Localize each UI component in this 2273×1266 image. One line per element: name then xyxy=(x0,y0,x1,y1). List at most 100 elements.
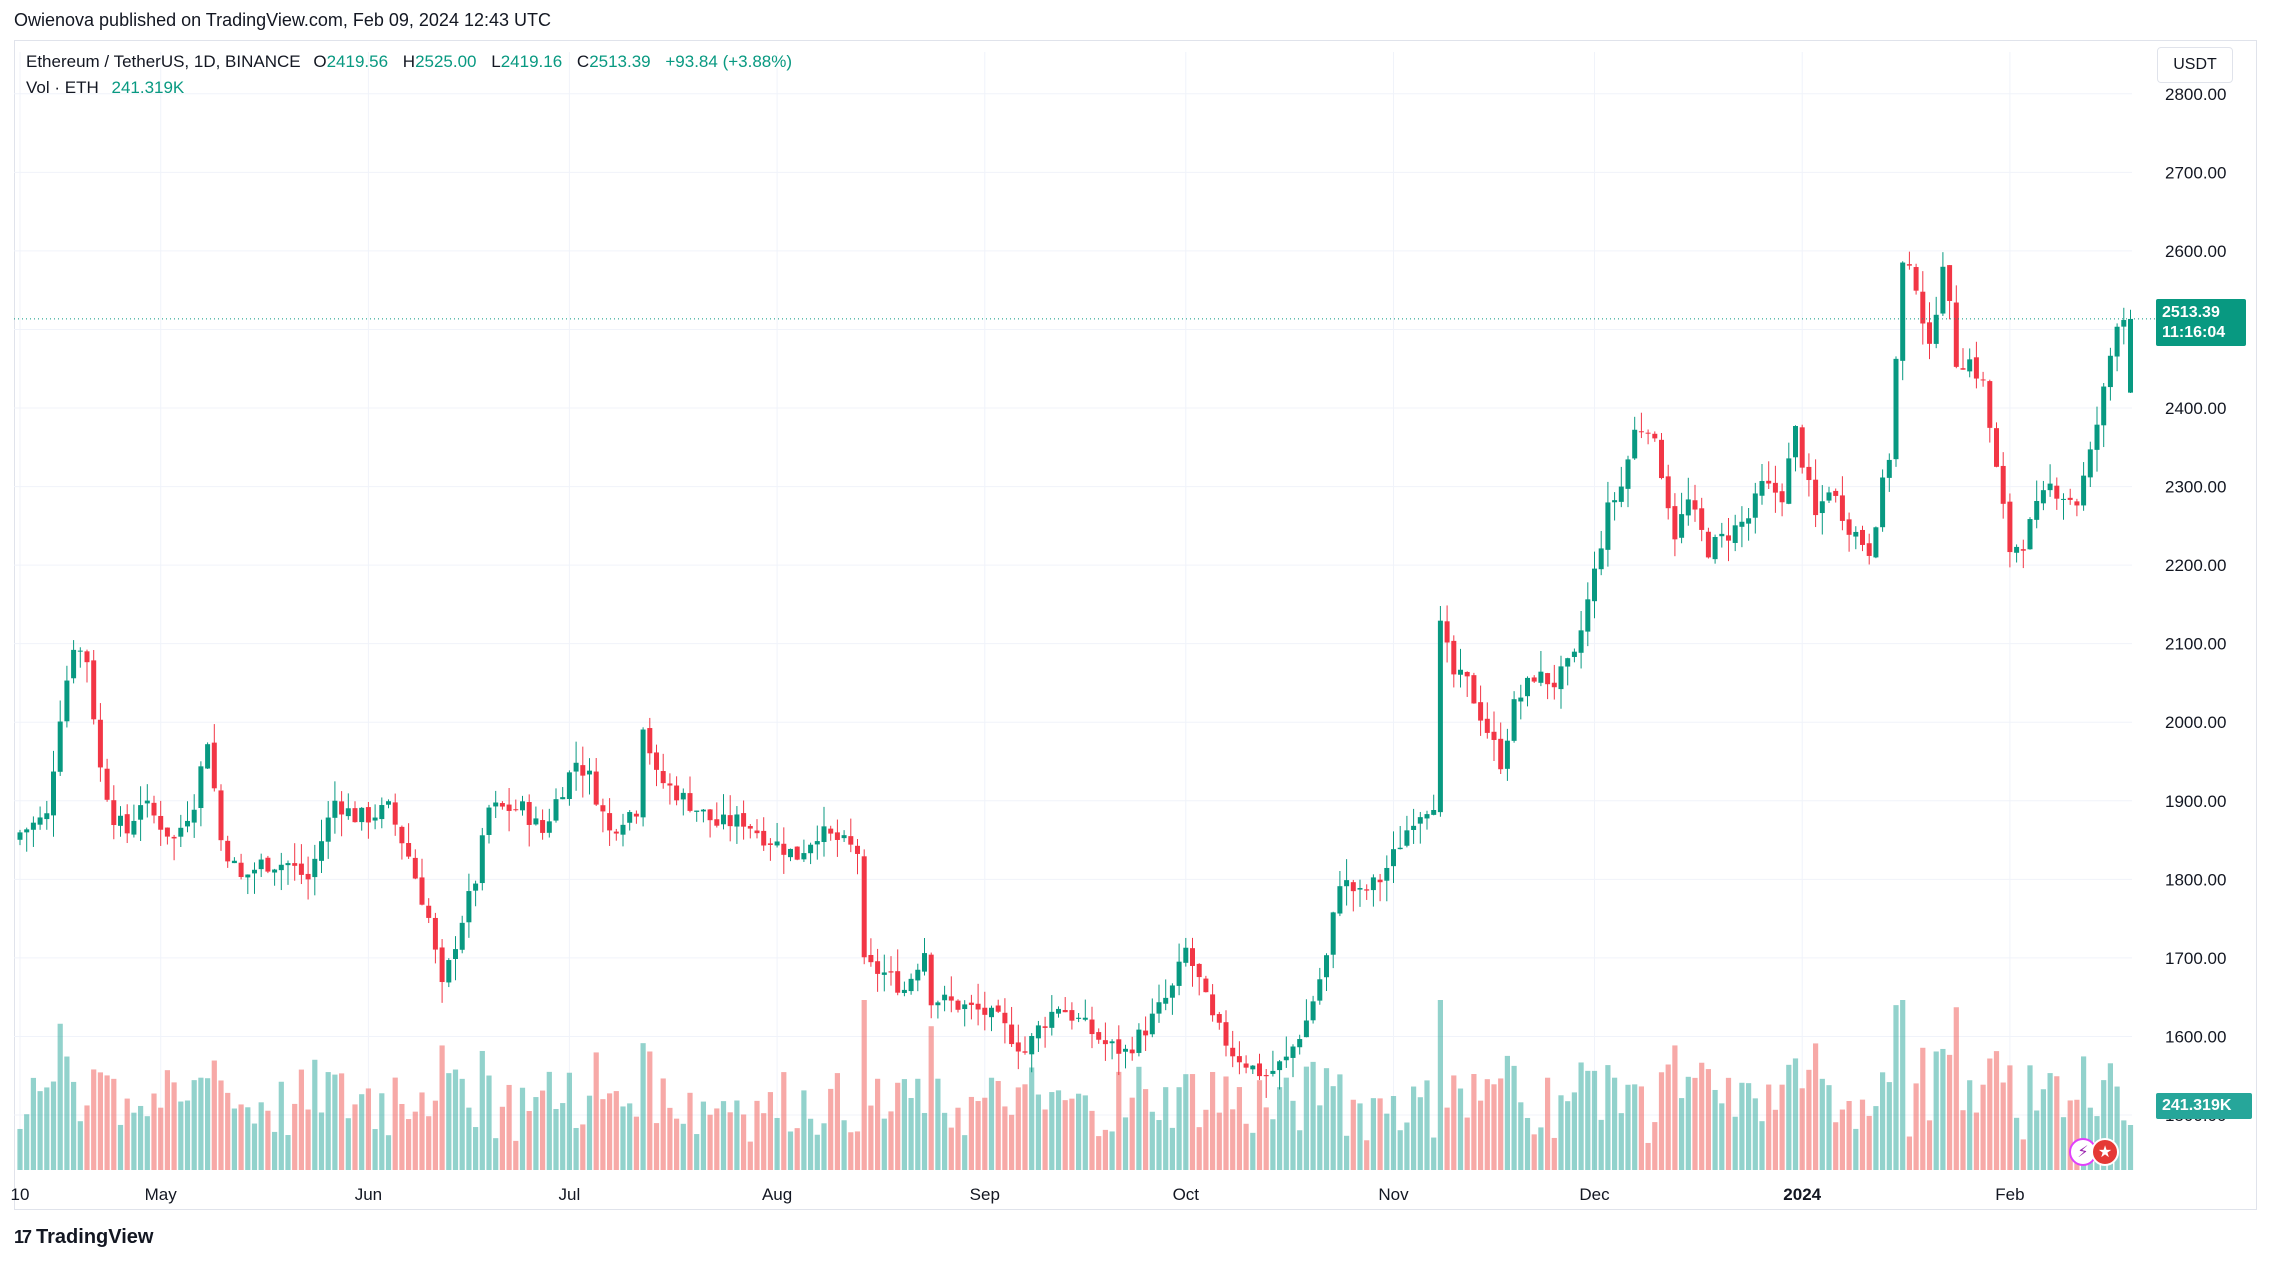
volume-bar xyxy=(412,1111,418,1170)
candle-body xyxy=(1779,491,1785,503)
volume-bar xyxy=(218,1080,224,1170)
volume-bar xyxy=(653,1123,660,1170)
volume-bar xyxy=(1658,1072,1665,1170)
volume-bar xyxy=(1826,1085,1832,1170)
candle-body xyxy=(922,953,927,972)
candle-body xyxy=(1665,476,1671,509)
candle-body xyxy=(1491,731,1497,740)
candle-body xyxy=(138,805,144,820)
candle-body xyxy=(513,809,519,811)
candle-body xyxy=(238,862,244,878)
candle-body xyxy=(1947,265,1953,301)
volume-bar xyxy=(1055,1090,1062,1170)
candle-body xyxy=(1746,518,1752,524)
candle-body xyxy=(895,971,901,993)
volume-bar xyxy=(888,1111,894,1170)
low-label: L xyxy=(491,52,501,71)
volume-bar xyxy=(1813,1043,1819,1170)
volume-bar xyxy=(2040,1089,2046,1170)
candle-body xyxy=(2128,318,2133,393)
candle-body xyxy=(533,818,539,825)
currency-button[interactable]: USDT xyxy=(2157,47,2233,83)
volume-bar xyxy=(312,1059,318,1170)
volume-bar xyxy=(1578,1062,1584,1170)
candle-body xyxy=(493,802,499,807)
volume-bar xyxy=(1283,1077,1289,1170)
volume-bar xyxy=(479,1050,485,1170)
candle-body xyxy=(432,917,438,950)
candle-body xyxy=(1893,358,1899,460)
volume-label[interactable]: Vol · ETH xyxy=(26,78,99,97)
volume-bar xyxy=(1638,1086,1644,1170)
volume-bar xyxy=(1618,1113,1624,1170)
volume-bar xyxy=(1478,1100,1484,1170)
x-tick-label: 10 xyxy=(11,1185,30,1204)
volume-bar xyxy=(2034,1110,2040,1170)
volume-bar xyxy=(1009,1114,1015,1170)
candle-body xyxy=(211,742,217,789)
candle-body xyxy=(1592,568,1597,602)
candle-body xyxy=(1786,458,1792,504)
candle-body xyxy=(466,891,472,923)
volume-bar xyxy=(151,1093,157,1170)
candle-body xyxy=(1310,1001,1316,1021)
volume-bar xyxy=(1980,1084,1986,1170)
us-flag-icon[interactable]: ★ xyxy=(2091,1138,2119,1166)
volume-bar xyxy=(278,1081,284,1170)
tradingview-logo[interactable]: 17 TradingView xyxy=(14,1226,153,1249)
candle-body xyxy=(185,820,190,827)
x-tick-label: Jun xyxy=(355,1185,382,1204)
volume-bar xyxy=(747,1141,753,1170)
volume-bar xyxy=(2127,1125,2134,1170)
candle-body xyxy=(37,817,43,825)
candle-body xyxy=(1699,508,1705,530)
volume-bar xyxy=(915,1078,921,1170)
candle-body xyxy=(587,770,592,775)
volume-bar xyxy=(305,1109,311,1170)
volume-bar xyxy=(1256,1080,1263,1170)
candle-body xyxy=(2101,386,2107,426)
candle-body xyxy=(721,814,726,825)
candle-body xyxy=(680,792,686,800)
volume-bar xyxy=(1176,1087,1182,1170)
candle-body xyxy=(1330,912,1336,955)
candle-body xyxy=(1860,529,1865,545)
candle-body xyxy=(2007,501,2013,553)
volume-bar xyxy=(1779,1084,1785,1170)
volume-bar xyxy=(1645,1142,1651,1170)
volume-bar xyxy=(1303,1066,1309,1170)
volume-bar xyxy=(71,1081,77,1170)
candle-body xyxy=(1022,1051,1028,1053)
high-label: H xyxy=(402,52,416,71)
volume-bar xyxy=(1062,1100,1068,1170)
candle-body xyxy=(392,802,398,825)
volume-bar xyxy=(1551,1137,1557,1170)
volume-bar xyxy=(1940,1048,1946,1170)
candle-body xyxy=(767,843,773,845)
volume-badge: 241.319K xyxy=(2156,1093,2252,1119)
volume-bar xyxy=(1116,1071,1122,1170)
candle-body xyxy=(479,835,485,884)
volume-bar xyxy=(1216,1112,1222,1170)
candle-body xyxy=(426,905,432,918)
volume-bar xyxy=(861,1000,867,1170)
candle-body xyxy=(1886,459,1892,478)
candle-body xyxy=(566,772,572,800)
volume-bar xyxy=(1464,1117,1470,1170)
volume-bar xyxy=(1819,1078,1825,1170)
candle-body xyxy=(640,729,646,818)
volume-value: 241.319K xyxy=(111,78,185,97)
volume-bar xyxy=(1906,1136,1912,1170)
candle-body xyxy=(1994,428,1999,467)
volume-bar xyxy=(921,1112,928,1170)
volume-bar xyxy=(1330,1086,1336,1170)
candle-body xyxy=(1846,519,1852,535)
candle-body xyxy=(91,660,97,720)
candle-body xyxy=(1370,877,1376,891)
candle-body xyxy=(97,719,103,768)
symbol-title[interactable]: Ethereum / TetherUS, 1D, BINANCE xyxy=(26,52,301,71)
candle-body xyxy=(1290,1046,1296,1058)
candle-body xyxy=(700,809,706,812)
candle-body xyxy=(935,1002,941,1006)
